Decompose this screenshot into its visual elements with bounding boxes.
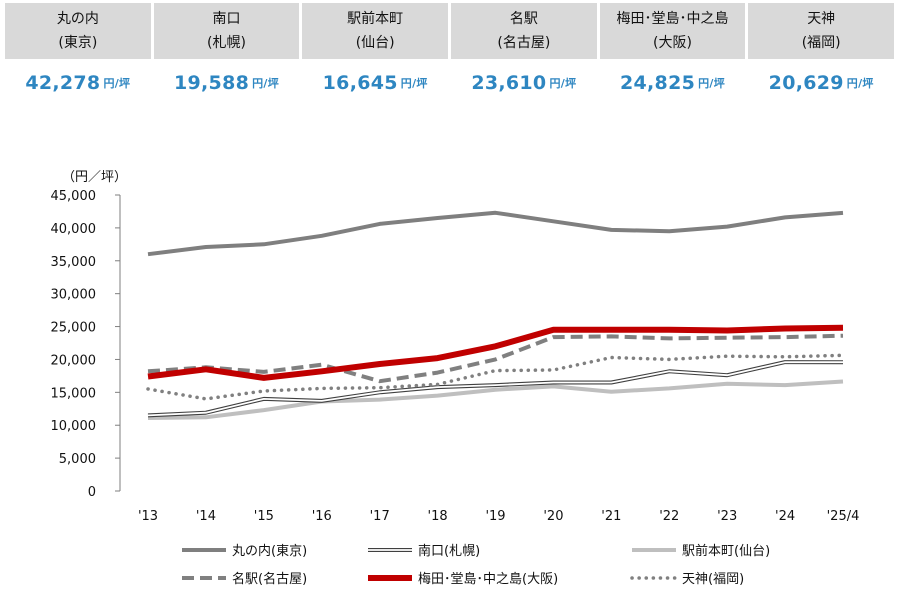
series-layer [146, 210, 845, 420]
y-axis-unit-label: （円／坪） [62, 170, 127, 185]
area-name: 南口 [212, 11, 241, 27]
rent-value: 23,610 [471, 72, 547, 94]
x-tick-label: '21 [601, 509, 621, 524]
x-tick-label: '15 [254, 509, 274, 524]
legend-item: 名駅(名古屋) [182, 571, 307, 587]
summary-column-marunouchi: 丸の内 (東京) 42,278 円/坪 [5, 3, 151, 107]
summary-value-cell: 19,588 円/坪 [154, 59, 300, 107]
summary-header: 南口 (札幌) [153, 3, 300, 59]
city-name: (名古屋) [497, 35, 551, 51]
city-name: (仙台) [355, 35, 395, 51]
summary-header: 名駅 (名古屋) [451, 3, 597, 59]
x-tick-label: '18 [428, 509, 448, 524]
rent-value: 19,588 [173, 72, 250, 94]
rent-unit: 円/坪 [252, 77, 280, 90]
series-2-line [147, 379, 844, 420]
y-tick-label: 10,000 [51, 419, 97, 434]
rent-value: 24,825 [620, 72, 696, 94]
y-tick-label: 40,000 [51, 222, 97, 237]
rent-value: 20,629 [768, 72, 844, 94]
summary-value-cell: 16,645 円/坪 [302, 59, 448, 107]
x-tick-label: '23 [717, 509, 737, 524]
city-name: (大阪) [653, 35, 692, 51]
y-tick-label: 20,000 [51, 353, 97, 368]
y-tick-label: 45,000 [51, 189, 97, 204]
legend-item: 南口(札幌) [368, 543, 480, 559]
x-tick-label: '22 [659, 509, 679, 524]
summary-header: 天神 (福岡) [748, 3, 895, 59]
x-tick-label: '16 [312, 509, 332, 524]
x-tick-label: '14 [196, 509, 216, 524]
y-tick-label: 15,000 [51, 386, 97, 401]
series-1-line [147, 360, 844, 418]
city-name: (札幌) [207, 35, 246, 51]
legend-label: 天神(福岡) [682, 572, 744, 587]
summary-value-cell: 42,278 円/坪 [5, 59, 151, 107]
legend-item: 駅前本町(仙台) [632, 543, 770, 559]
y-tick-label: 35,000 [51, 255, 97, 270]
summary-header: 駅前本町 (仙台) [302, 3, 449, 59]
area-name: 駅前本町 [347, 11, 404, 27]
y-tick-label: 30,000 [51, 288, 97, 303]
rent-unit: 円/坪 [846, 77, 874, 90]
x-tick-label: '19 [485, 509, 505, 524]
legend-label: 南口(札幌) [418, 543, 480, 559]
summary-column-ekimaehonmachi: 駅前本町 (仙台) 16,645 円/坪 [302, 3, 449, 107]
y-tick-label: 0 [88, 485, 96, 500]
chart-legend: 丸の内(東京) 南口(札幌) 駅前本町(仙台) 名駅(名古屋) 梅田･堂島･中之島(大阪… [182, 543, 770, 587]
summary-table: 丸の内 (東京) 42,278 円/坪 南口 (札幌) 19,588 円/坪 駅前本… [5, 3, 895, 107]
rent-trend-line-chart: （円／坪） 0 5,000 10,000 15,000 20,000 25,000 30,0… [51, 170, 860, 587]
summary-column-tenjin: 天神 (福岡) 20,629 円/坪 [748, 3, 895, 107]
summary-header: 梅田･堂島･中之島 (大阪) [599, 3, 746, 59]
rent-unit: 円/坪 [400, 77, 428, 90]
y-tick-label: 25,000 [51, 321, 97, 336]
summary-column-meieki: 名駅 (名古屋) 23,610 円/坪 [451, 3, 597, 107]
summary-value-cell: 20,629 円/坪 [748, 59, 894, 107]
area-name: 名駅 [509, 11, 538, 27]
summary-value-cell: 24,825 円/坪 [600, 59, 746, 107]
city-name: (福岡) [801, 35, 841, 51]
rent-value: 42,278 [25, 72, 101, 94]
summary-column-minamiguchi: 南口 (札幌) 19,588 円/坪 [153, 3, 300, 107]
series-3-line [147, 333, 844, 384]
series-4-line [147, 324, 844, 381]
area-name: 天神 [807, 11, 836, 27]
legend-label: 駅前本町(仙台) [682, 543, 770, 559]
summary-header: 丸の内 (東京) [5, 3, 151, 59]
x-tick-label: '24 [775, 509, 795, 524]
city-name: (東京) [58, 35, 98, 51]
rent-value: 16,645 [322, 72, 398, 94]
y-tick-label: 5,000 [59, 452, 96, 467]
area-name: 梅田･堂島･中之島 [616, 11, 729, 27]
legend-item: 丸の内(東京) [182, 543, 307, 559]
chart-axes: 0 5,000 10,000 15,000 20,000 25,000 30,000 35,0… [51, 189, 860, 524]
area-name: 丸の内 [56, 11, 99, 27]
x-tick-label: '25/4 [827, 509, 860, 524]
rent-unit: 円/坪 [103, 77, 131, 90]
legend-item: 天神(福岡) [630, 572, 744, 587]
legend-label: 名駅(名古屋) [232, 571, 307, 587]
x-tick-label: '13 [138, 509, 158, 524]
legend-label: 丸の内(東京) [232, 543, 307, 559]
x-tick-label: '20 [543, 509, 563, 524]
legend-label: 梅田･堂島･中之島(大阪) [418, 572, 558, 587]
summary-value-cell: 23,610 円/坪 [451, 59, 597, 107]
legend-item: 梅田･堂島･中之島(大阪) [368, 572, 558, 587]
rent-unit: 円/坪 [698, 77, 726, 90]
series-5-line [146, 353, 845, 401]
series-0-line [147, 210, 844, 257]
x-tick-label: '17 [370, 509, 390, 524]
summary-column-umeda: 梅田･堂島･中之島 (大阪) 24,825 円/坪 [599, 3, 746, 107]
rent-unit: 円/坪 [549, 77, 577, 90]
